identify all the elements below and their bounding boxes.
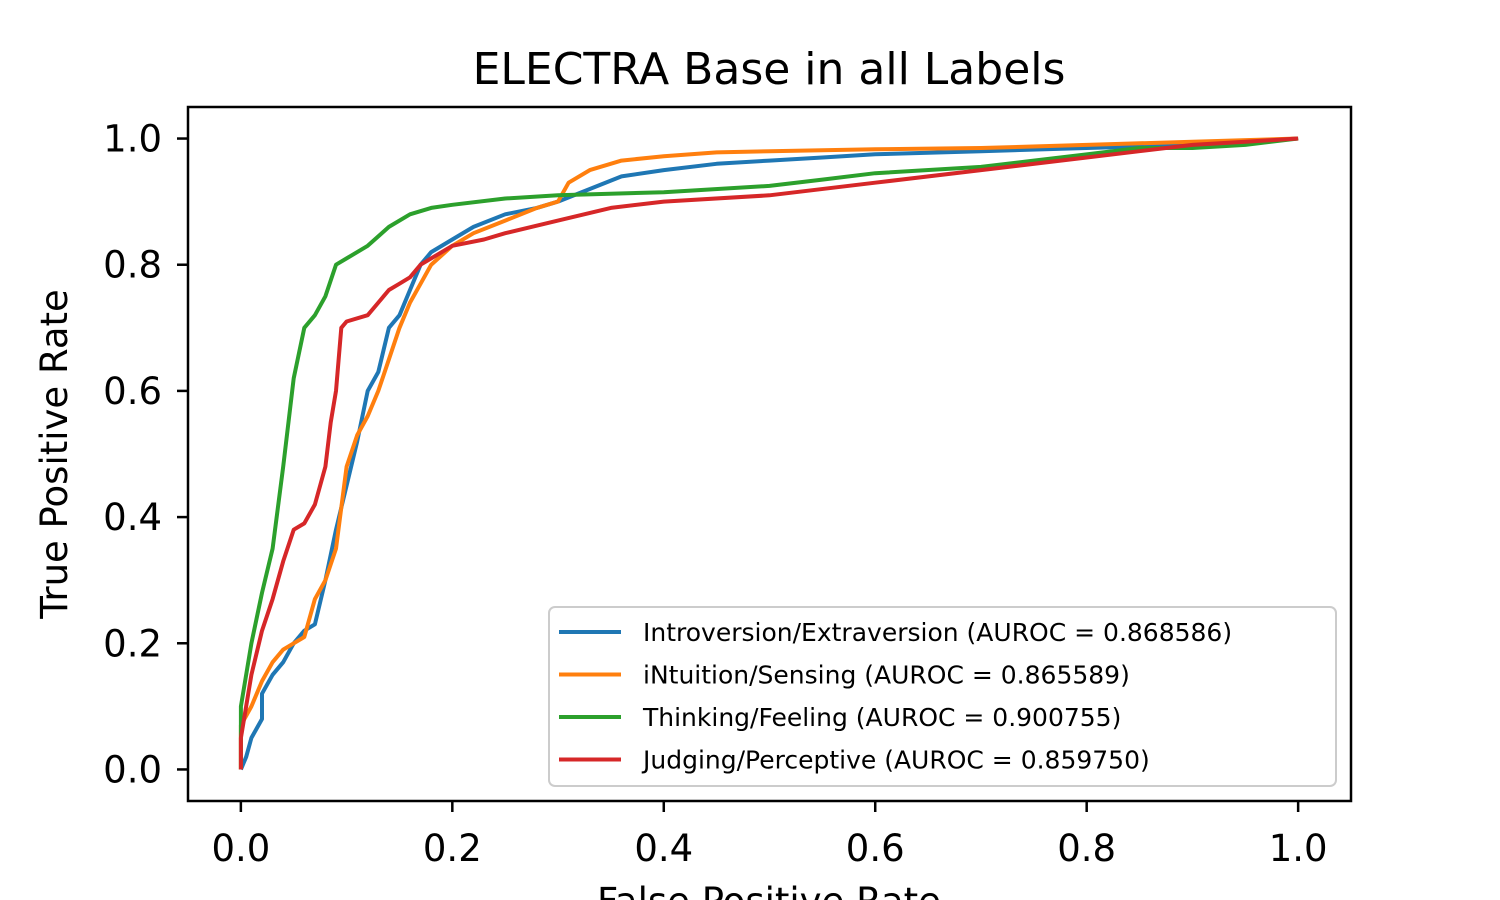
y-tick-label: 0.8 (103, 244, 162, 287)
x-axis: 0.0 0.2 0.4 0.6 0.8 1.0 (211, 801, 1328, 870)
y-axis-label: True Positive Rate (33, 289, 76, 620)
y-tick-label: 0.0 (103, 748, 162, 791)
series-line-4 (238, 136, 1299, 770)
y-axis: 0.0 0.2 0.4 0.6 0.8 1.0 (103, 118, 188, 791)
x-tick-label: 0.8 (1057, 827, 1116, 870)
x-tick-label: 0.0 (211, 827, 270, 870)
legend-label-4: Judging/Perceptive (AUROC = 0.859750) (641, 746, 1150, 775)
series-line-2 (238, 136, 1299, 770)
x-axis-label: False Positive Rate (597, 880, 941, 900)
x-tick-label: 1.0 (1269, 827, 1328, 870)
series-line-3 (238, 136, 1299, 770)
series-layer (238, 136, 1299, 771)
y-tick-label: 0.4 (103, 496, 162, 539)
series-line-1 (239, 136, 1299, 771)
y-tick-label: 0.2 (103, 622, 162, 665)
y-tick-label: 0.6 (103, 370, 162, 413)
legend: Introversion/Extraversion (AUROC = 0.868… (548, 606, 1337, 787)
legend-label-1: Introversion/Extraversion (AUROC = 0.868… (643, 618, 1232, 647)
legend-box (548, 606, 1337, 787)
x-tick-label: 0.2 (423, 827, 482, 870)
legend-label-3: Thinking/Feeling (AUROC = 0.900755) (642, 703, 1121, 732)
chart-title: ELECTRA Base in all Labels (473, 44, 1066, 95)
x-tick-label: 0.4 (634, 827, 693, 870)
legend-label-2: iNtuition/Sensing (AUROC = 0.865589) (643, 661, 1130, 690)
y-tick-label: 1.0 (103, 118, 162, 161)
x-tick-label: 0.6 (846, 827, 905, 870)
plot-frame (186, 105, 1353, 803)
